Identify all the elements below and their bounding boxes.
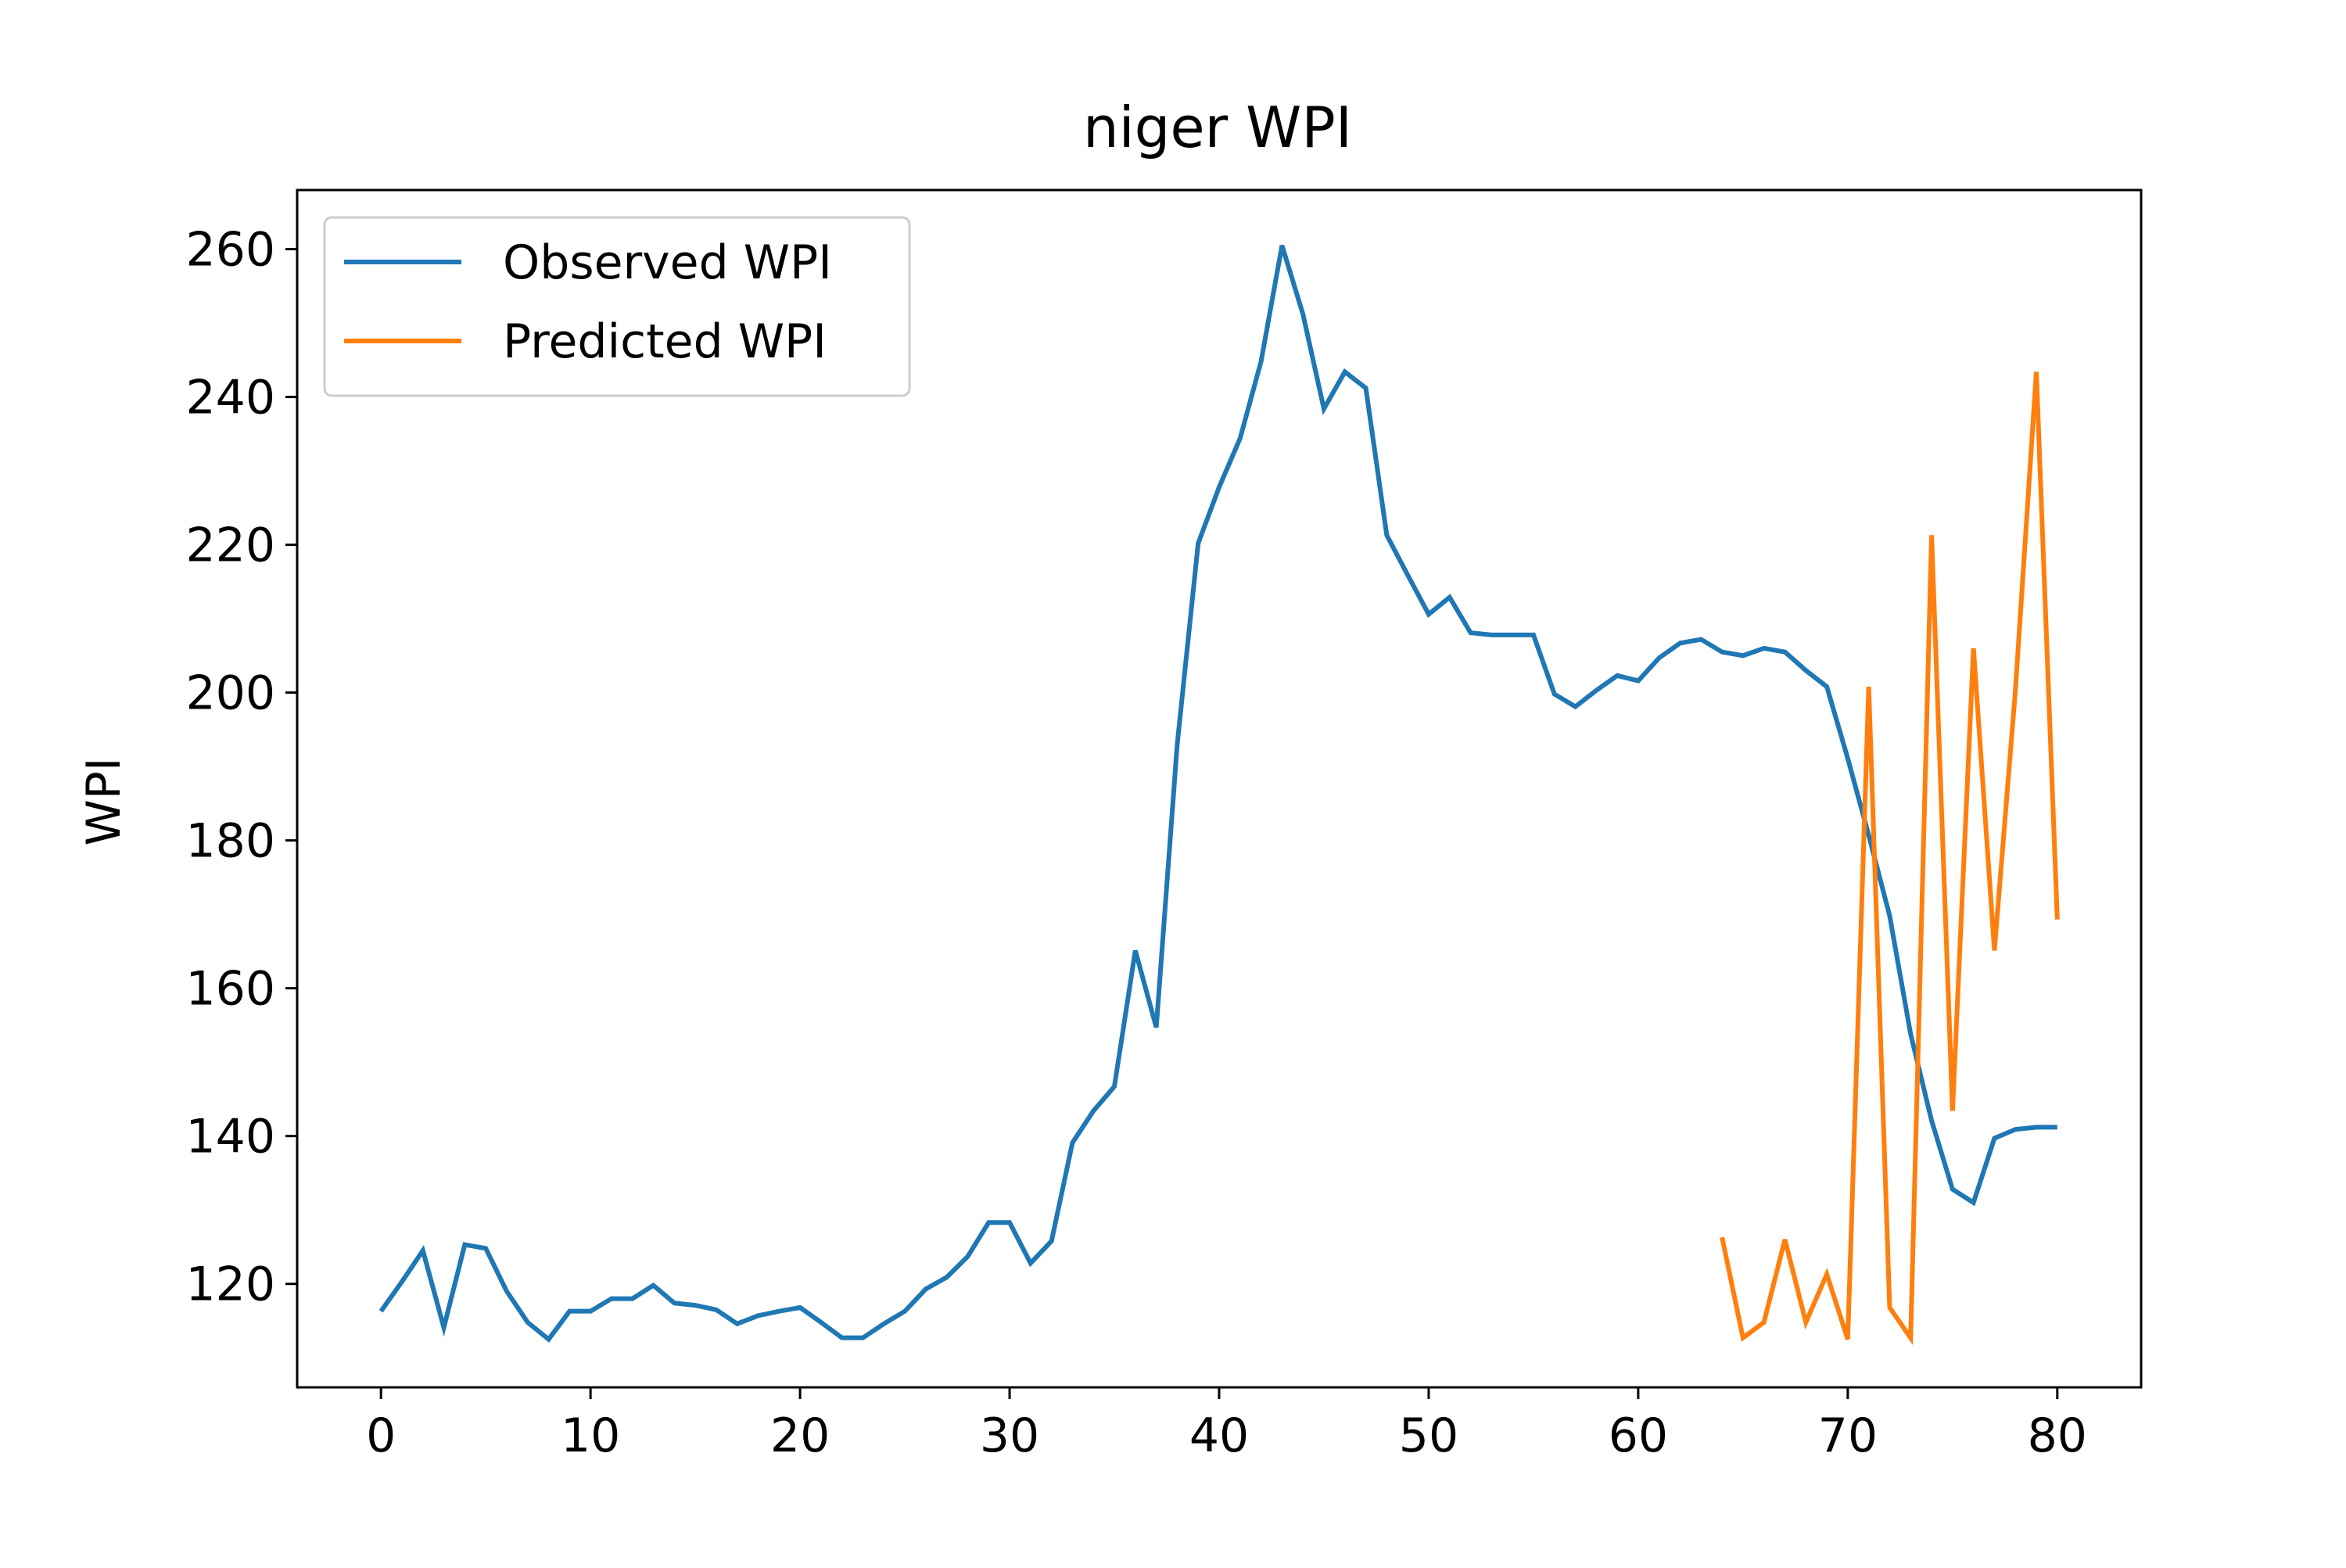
- series-line-predicted-wpi: [1720, 371, 2060, 1345]
- axes-frame: [296, 188, 2143, 1389]
- y-tick-label: 220: [185, 518, 275, 573]
- y-axis-label: WPI: [77, 757, 131, 845]
- y-tick-label: 200: [185, 666, 275, 721]
- y-tick-label: 260: [185, 223, 275, 278]
- y-tick-label: 120: [185, 1258, 275, 1312]
- series-line-observed-wpi: [378, 245, 2057, 1343]
- plot-area: 0 10 20 30 40 50 60 70 80 120 140 160 180 200 220 240 26…: [185, 188, 2143, 1463]
- x-tick-label: 10: [561, 1408, 620, 1463]
- x-tick-label: 80: [2028, 1408, 2087, 1463]
- x-tick-label: 50: [1399, 1408, 1458, 1463]
- legend-label-observed-wpi: Observed WPI: [503, 235, 832, 290]
- x-tick-label: 0: [366, 1408, 396, 1463]
- legend-box: [323, 216, 911, 397]
- y-tick-label: 240: [185, 371, 275, 425]
- y-tick-label: 160: [185, 962, 275, 1017]
- x-tick-label: 40: [1189, 1408, 1249, 1463]
- y-tick-label: 180: [185, 814, 275, 869]
- x-tick-label: 30: [980, 1408, 1039, 1463]
- x-tick-label: 20: [770, 1408, 830, 1463]
- y-tick-label: 140: [185, 1110, 275, 1164]
- x-tick-label: 60: [1609, 1408, 1668, 1463]
- chart-title: niger WPI: [1083, 95, 1352, 160]
- x-tick-label: 70: [1818, 1408, 1878, 1463]
- legend-label-predicted-wpi: Predicted WPI: [503, 314, 827, 369]
